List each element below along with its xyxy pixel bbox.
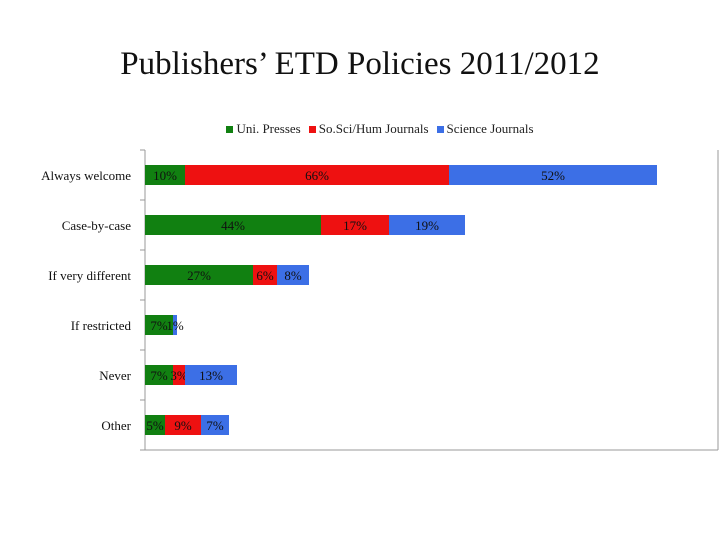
data-label-so-sci-hum-journals-if-very-different: 6% — [256, 268, 274, 283]
bar-science-journals-other — [201, 415, 229, 435]
legend-label-uni-presses: Uni. Presses — [236, 121, 301, 136]
category-label-if-restricted: If restricted — [71, 318, 132, 333]
bar-so-sci-hum-journals-never — [173, 365, 185, 385]
data-label-so-sci-hum-journals-case-by-case: 17% — [343, 218, 367, 233]
bar-uni-presses-never — [145, 365, 173, 385]
data-label-science-journals-never: 13% — [199, 368, 223, 383]
data-label-science-journals-other: 7% — [206, 418, 224, 433]
bar-uni-presses-if-restricted — [145, 315, 173, 335]
legend-label-sosci-hum: So.Sci/Hum Journals — [318, 121, 429, 136]
bar-uni-presses-case-by-case — [145, 215, 321, 235]
data-label-science-journals-if-very-different: 8% — [284, 268, 302, 283]
legend-label-science: Science Journals — [446, 121, 534, 136]
page-title: Publishers’ ETD Policies 2011/2012 — [120, 46, 600, 82]
data-label-science-journals-case-by-case: 19% — [415, 218, 439, 233]
data-label-uni-presses-case-by-case: 44% — [221, 218, 245, 233]
category-label-if-very-different: If very different — [48, 268, 131, 283]
bar-uni-presses-always-welcome — [145, 165, 185, 185]
bar-uni-presses-other — [145, 415, 165, 435]
bar-science-journals-always-welcome — [449, 165, 657, 185]
data-label-science-journals-always-welcome: 52% — [541, 168, 565, 183]
data-label-so-sci-hum-journals-never: 3% — [170, 368, 188, 383]
data-label-uni-presses-if-restricted: 7% — [150, 318, 168, 333]
bar-so-sci-hum-journals-if-very-different — [253, 265, 277, 285]
category-label-always-welcome: Always welcome — [41, 168, 131, 183]
category-label-other: Other — [101, 418, 131, 433]
data-label-uni-presses-if-very-different: 27% — [187, 268, 211, 283]
bar-science-journals-if-restricted — [173, 315, 177, 335]
legend: Uni. Presses So.Sci/Hum Journals Science… — [0, 121, 720, 137]
data-label-uni-presses-always-welcome: 10% — [153, 168, 177, 183]
legend-item-science: Science Journals — [436, 121, 534, 137]
category-label-never: Never — [99, 368, 131, 383]
legend-swatch-sosci-hum — [308, 125, 316, 133]
data-label-uni-presses-other: 5% — [146, 418, 164, 433]
data-label-uni-presses-never: 7% — [150, 368, 168, 383]
legend-swatch-uni-presses — [226, 125, 234, 133]
legend-swatch-science — [436, 125, 444, 133]
bar-science-journals-if-very-different — [277, 265, 309, 285]
bar-science-journals-case-by-case — [389, 215, 465, 235]
bar-so-sci-hum-journals-other — [165, 415, 201, 435]
bar-uni-presses-if-very-different — [145, 265, 253, 285]
legend-item-sosci-hum: So.Sci/Hum Journals — [308, 121, 429, 137]
category-label-case-by-case: Case-by-case — [62, 218, 132, 233]
legend-item-uni-presses: Uni. Presses — [226, 121, 301, 137]
data-label-so-sci-hum-journals-other: 9% — [174, 418, 192, 433]
bar-science-journals-never — [185, 365, 237, 385]
bar-so-sci-hum-journals-always-welcome — [185, 165, 449, 185]
data-label-so-sci-hum-journals-always-welcome: 66% — [305, 168, 329, 183]
bar-so-sci-hum-journals-case-by-case — [321, 215, 389, 235]
data-label-science-journals-if-restricted: 1% — [166, 318, 184, 333]
